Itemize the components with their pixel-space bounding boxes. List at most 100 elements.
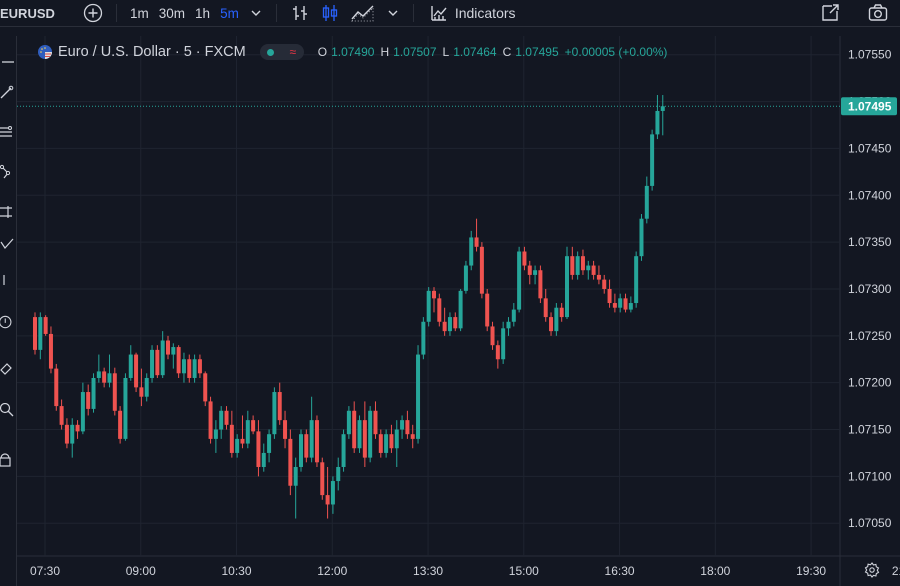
candle-body	[623, 298, 628, 310]
candle-body	[570, 256, 575, 275]
flag-icon	[38, 45, 52, 59]
high-label: H	[380, 45, 390, 59]
candle-body	[612, 303, 617, 308]
time-tick-label: 19:30	[796, 564, 826, 578]
candle-body	[554, 307, 559, 332]
fullscreen-button[interactable]	[814, 2, 846, 24]
candle-body	[54, 368, 59, 407]
candle-style-icon	[322, 5, 337, 21]
candle-body	[118, 410, 123, 439]
time-tick-label: 10:30	[222, 564, 252, 578]
candle-body	[48, 333, 53, 369]
emoji-tool-button[interactable]	[0, 314, 14, 330]
lock-tool-button[interactable]	[0, 452, 14, 468]
text-icon	[3, 275, 5, 285]
price-tick-label: 1.07550	[848, 48, 892, 62]
candle-body	[602, 279, 607, 289]
time-tick-label: 07:30	[30, 564, 60, 578]
candle-body	[123, 377, 128, 439]
market-status-pill[interactable]: ≈	[259, 44, 304, 60]
trendline-tool-button[interactable]	[0, 84, 14, 100]
interval-1h-button[interactable]: 1h	[195, 5, 211, 21]
chevron-down-icon	[388, 10, 398, 16]
candle-body	[320, 462, 325, 496]
candle-body	[421, 321, 426, 355]
candle-body	[288, 438, 293, 486]
candle-body	[283, 420, 288, 439]
zoom-tool-button[interactable]	[0, 402, 14, 418]
high-value: 1.07507	[393, 45, 437, 59]
candle-body	[293, 466, 298, 486]
candle-body	[251, 420, 256, 432]
time-axis[interactable]: 07:30 09:00 10:30 12:00 13:30 15:00 16:30 18:00…	[30, 564, 900, 578]
interval-5m-button[interactable]: 5m	[220, 5, 239, 21]
candle-body	[197, 359, 202, 374]
open-value: 1.07490	[331, 45, 375, 59]
candle-body	[453, 317, 458, 329]
fullscreen-icon	[822, 4, 839, 21]
interval-30m-button[interactable]: 30m	[158, 5, 186, 21]
candle-body	[256, 431, 261, 467]
candle-body	[150, 349, 155, 378]
candle-body	[586, 265, 591, 271]
price-tick-label: 1.07350	[848, 235, 892, 249]
candle-body	[80, 392, 85, 432]
chevron-down-icon	[251, 10, 261, 16]
area-style-button[interactable]	[345, 3, 381, 23]
candle-body	[479, 246, 484, 294]
candle-body	[373, 410, 378, 435]
candle-style-button[interactable]	[315, 3, 345, 23]
candle-body	[91, 377, 96, 409]
candle-body	[639, 218, 644, 257]
candle-body	[389, 434, 394, 449]
candle-body	[501, 328, 506, 360]
candle-body	[485, 293, 490, 327]
interval-dropdown-button[interactable]	[244, 6, 268, 20]
gear-icon	[864, 562, 880, 578]
bar-style-icon	[292, 6, 307, 20]
candle-body	[346, 410, 351, 435]
forecast-tool-button[interactable]	[0, 204, 14, 220]
candle-body	[618, 298, 623, 308]
indicators-button[interactable]: Indicators	[424, 3, 521, 23]
snapshot-button[interactable]	[862, 2, 894, 24]
candle-body	[352, 410, 357, 449]
interval-1m-button[interactable]: 1m	[130, 5, 149, 21]
candle-body	[267, 434, 272, 453]
symbol-search-button[interactable]: EURUSD	[0, 5, 55, 21]
toolbar-right	[814, 2, 894, 24]
bar-style-button[interactable]	[285, 3, 315, 23]
candle-body	[213, 429, 218, 439]
brush-icon	[0, 238, 14, 249]
candle-body	[187, 359, 192, 378]
candle-body	[357, 420, 362, 449]
candle-body	[70, 424, 75, 444]
add-symbol-button[interactable]	[78, 3, 108, 23]
candle-body	[591, 265, 596, 275]
chart-settings-button[interactable]	[864, 562, 880, 583]
pattern-tool-button[interactable]	[0, 164, 14, 180]
candle-body	[171, 347, 176, 355]
candle-body	[139, 387, 144, 397]
chart-style-dropdown-button[interactable]	[381, 6, 405, 20]
price-axis[interactable]: 1.075501.075001.074501.074001.073501.073…	[848, 48, 892, 530]
text-tool-button[interactable]	[0, 272, 14, 288]
candle-body	[272, 392, 277, 435]
open-label: O	[317, 45, 328, 59]
indicators-icon	[431, 6, 447, 21]
fib-tool-button[interactable]	[0, 124, 14, 140]
candle-body	[64, 424, 69, 444]
crosshair-tool-button[interactable]	[0, 54, 14, 70]
price-tick-label: 1.07450	[848, 141, 892, 155]
candle-body	[59, 406, 64, 425]
candle-body	[660, 106, 665, 111]
toolbar-separator	[116, 4, 117, 22]
ruler-tool-button[interactable]	[0, 360, 14, 376]
candle-body	[330, 481, 335, 505]
time-tick-label: 12:00	[317, 564, 347, 578]
chart-legend: Euro / U.S. Dollar · 5 · FXCM ≈ O 1.07490…	[37, 44, 667, 60]
brush-tool-button[interactable]	[0, 236, 14, 252]
time-tick-label: 16:30	[605, 564, 635, 578]
symbol-title[interactable]: Euro / U.S. Dollar · 5 · FXCM	[58, 44, 246, 60]
